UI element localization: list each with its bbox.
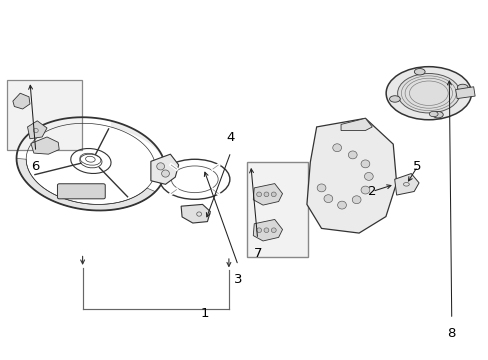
Ellipse shape: [351, 196, 360, 204]
Ellipse shape: [324, 195, 332, 203]
Text: 3: 3: [233, 273, 242, 286]
Ellipse shape: [271, 192, 276, 197]
Ellipse shape: [271, 228, 276, 233]
Ellipse shape: [456, 84, 467, 91]
Text: 2: 2: [367, 185, 376, 198]
Polygon shape: [306, 118, 396, 233]
Ellipse shape: [256, 192, 261, 197]
Polygon shape: [394, 174, 418, 195]
Ellipse shape: [264, 192, 268, 197]
Polygon shape: [253, 220, 282, 241]
Polygon shape: [31, 137, 59, 154]
Ellipse shape: [332, 144, 341, 152]
Polygon shape: [455, 87, 474, 99]
Ellipse shape: [347, 151, 356, 159]
Text: 7: 7: [253, 247, 262, 260]
Text: 8: 8: [447, 327, 455, 340]
Polygon shape: [253, 184, 282, 205]
FancyBboxPatch shape: [6, 80, 82, 149]
Ellipse shape: [432, 112, 442, 118]
Ellipse shape: [317, 184, 325, 192]
Polygon shape: [17, 158, 155, 211]
Ellipse shape: [256, 228, 261, 233]
Ellipse shape: [161, 170, 169, 177]
Ellipse shape: [337, 201, 346, 209]
Ellipse shape: [364, 172, 372, 180]
Ellipse shape: [360, 186, 369, 194]
Polygon shape: [13, 93, 30, 109]
Polygon shape: [151, 154, 178, 184]
Polygon shape: [340, 118, 371, 131]
Ellipse shape: [428, 111, 437, 117]
Polygon shape: [27, 121, 47, 139]
Text: 5: 5: [412, 160, 421, 173]
Ellipse shape: [397, 73, 459, 113]
FancyBboxPatch shape: [246, 162, 307, 257]
FancyBboxPatch shape: [57, 184, 105, 199]
Ellipse shape: [389, 96, 400, 102]
Ellipse shape: [157, 163, 164, 170]
Ellipse shape: [413, 68, 424, 75]
Text: 1: 1: [200, 307, 208, 320]
Text: 4: 4: [226, 131, 235, 144]
Text: 6: 6: [32, 160, 40, 173]
Polygon shape: [181, 204, 210, 223]
Ellipse shape: [360, 160, 369, 168]
Ellipse shape: [264, 228, 268, 233]
Ellipse shape: [386, 67, 470, 120]
